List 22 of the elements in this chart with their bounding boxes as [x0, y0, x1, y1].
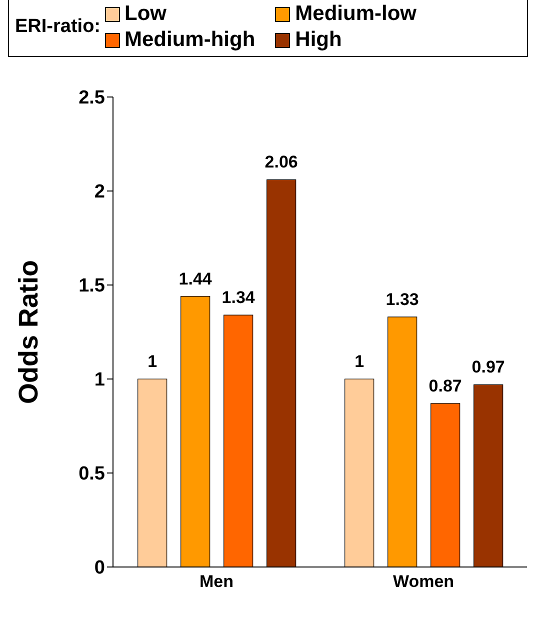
legend-label: High	[294, 28, 343, 52]
legend-label: Medium-low	[294, 2, 416, 26]
y-tick-label: 2	[94, 182, 105, 203]
y-tick-label: 1.5	[78, 276, 106, 297]
data-label: 1.33	[386, 290, 419, 309]
data-label: 0.97	[472, 358, 505, 377]
y-axis-title: Odds Ratio	[14, 260, 44, 404]
legend-label: Low	[124, 2, 168, 26]
legend-label: Medium-high	[124, 28, 256, 52]
data-label: 1.44	[178, 269, 212, 288]
data-label: 1.34	[222, 288, 256, 308]
y-tick-label: 1	[94, 370, 106, 391]
data-label: 1	[354, 352, 364, 371]
y-tick-label: 2.5	[78, 88, 106, 109]
data-label: 1	[148, 352, 158, 371]
y-tick-label: 0	[94, 558, 105, 579]
legend-title: ERI-ratio:	[15, 16, 100, 38]
x-tick-label: Men	[200, 572, 234, 592]
data-label: 2.06	[264, 152, 298, 172]
x-tick-label: Women	[392, 572, 454, 592]
y-tick-label: 0.5	[78, 464, 106, 485]
data-label: 0.87	[428, 376, 462, 396]
